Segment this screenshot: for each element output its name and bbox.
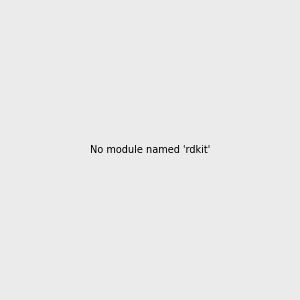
Text: No module named 'rdkit': No module named 'rdkit': [90, 145, 210, 155]
